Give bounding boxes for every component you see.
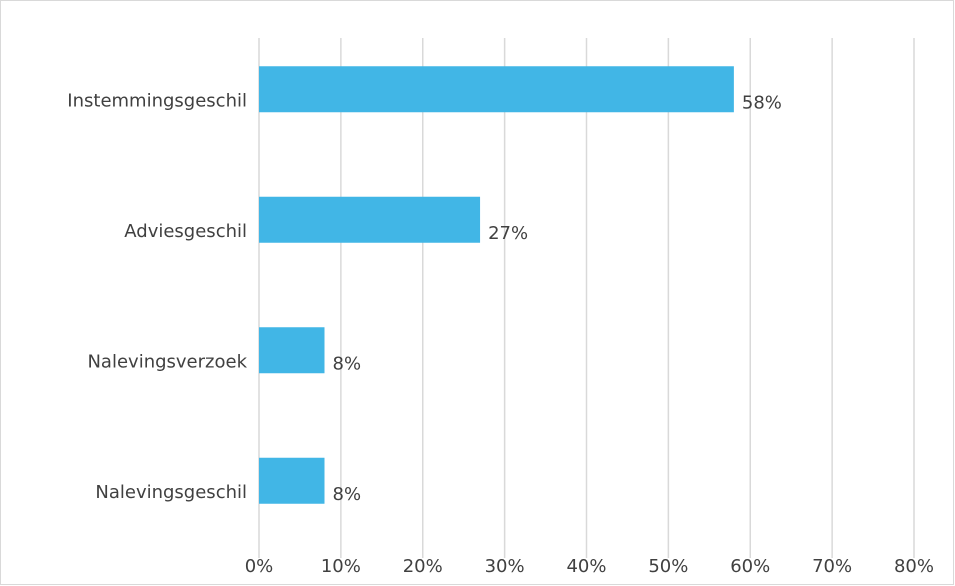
x-tick-label: 0% [245,556,274,577]
data-label: 8% [333,484,362,505]
x-tick-label: 80% [894,556,934,577]
bar [259,327,325,374]
x-tick-label: 40% [566,556,606,577]
x-tick-label: 30% [485,556,525,577]
y-tick-label: Adviesgeschil [124,221,247,242]
bar [259,196,481,243]
x-tick-label: 10% [321,556,361,577]
x-tick-label: 60% [730,556,770,577]
y-tick-label: Instemmingsgeschil [67,90,247,111]
x-tick-label: 50% [648,556,688,577]
y-tick-label: Nalevingsgeschil [95,482,247,503]
bar [259,457,325,504]
y-tick-label: Nalevingsverzoek [87,351,247,372]
data-label: 27% [488,223,528,244]
x-tick-label: 20% [403,556,443,577]
x-tick-label: 70% [812,556,852,577]
bar [259,66,734,113]
data-label: 58% [742,92,782,113]
data-label: 8% [333,353,362,374]
